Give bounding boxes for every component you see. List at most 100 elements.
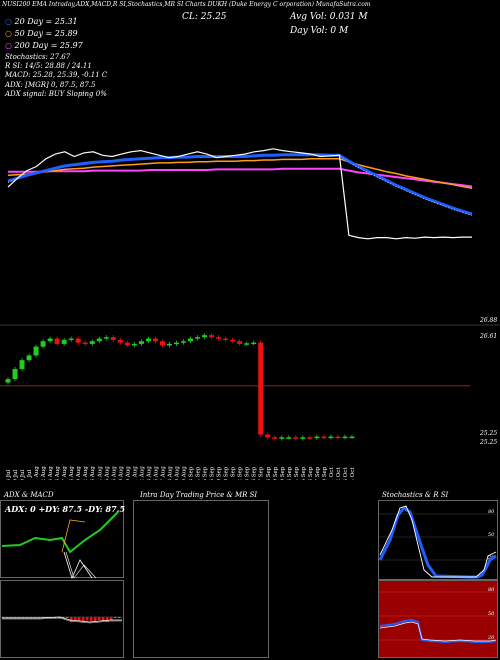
date-label: 09 Sep xyxy=(217,466,223,480)
candle-body xyxy=(103,337,109,339)
price-label-second: 26.61 xyxy=(480,333,498,340)
date-label: 27 Aug xyxy=(160,466,166,480)
macd-histogram-bar xyxy=(98,617,101,620)
date-label: 25 Sep xyxy=(301,466,307,480)
adx-panel xyxy=(0,500,124,578)
date-label: 11 Sep xyxy=(231,466,237,480)
candle-body xyxy=(12,368,18,380)
macd-histogram-bar xyxy=(38,617,41,618)
date-label: 02 Aug xyxy=(41,466,47,480)
date-label: 24 Sep xyxy=(294,466,300,480)
candle-body xyxy=(272,437,278,439)
macd-histogram-bar xyxy=(26,617,29,618)
intraday-title: Intra Day Trading Price & MR SI xyxy=(140,491,258,499)
date-label: 21 Aug xyxy=(132,466,138,480)
candle-body xyxy=(300,437,306,439)
date-label: 16 Sep xyxy=(252,466,258,480)
macd-histogram-bar xyxy=(78,617,81,621)
adx-readout: ADX: 0 +DY: 87.5 -DY: 87.5 xyxy=(5,504,126,514)
candle-body xyxy=(5,379,11,383)
date-label: 04 Sep xyxy=(196,466,202,480)
price-dotted-line xyxy=(7,148,473,216)
candle-body xyxy=(166,343,172,346)
macd-panel xyxy=(0,580,124,658)
candle-body xyxy=(279,437,285,439)
date-label: 09 Aug xyxy=(76,466,82,480)
date-label: 08 Aug xyxy=(69,466,75,480)
macd-line xyxy=(2,616,122,623)
adx-line xyxy=(1,511,119,554)
legend-ema20: ○ 20 Day = 25.31 xyxy=(5,18,78,26)
close-price: CL: 25.25 xyxy=(182,12,227,22)
candle-body xyxy=(237,341,243,344)
candle-body xyxy=(321,436,327,439)
date-label: 14 Aug xyxy=(97,466,103,480)
candle-body xyxy=(110,337,116,340)
legend-stochastics: Stochastics: 27.67 xyxy=(5,53,71,61)
rsi-tick-80: 80 xyxy=(488,587,495,593)
stoch-tick-80: 80 xyxy=(488,509,495,515)
price-label-close-2: 25.25 xyxy=(480,439,498,446)
macd-histogram-bar xyxy=(114,617,117,618)
macd-histogram-bar xyxy=(106,617,109,622)
macd-histogram-bar xyxy=(102,617,105,621)
candle-body xyxy=(96,338,102,342)
candle-body xyxy=(145,338,151,342)
candle-body xyxy=(251,342,257,345)
macd-histogram-bar xyxy=(14,617,17,618)
candle-body xyxy=(152,338,158,342)
date-label: 26 Jul xyxy=(6,470,12,480)
rsi-panel xyxy=(378,580,498,658)
date-label: 26 Aug xyxy=(153,466,159,480)
candle-body xyxy=(258,342,264,435)
date-label: 07 Aug xyxy=(62,466,68,480)
date-label: 12 Aug xyxy=(83,466,89,480)
price-chart: 26 Jul 29 Jul 30 Jul 31 Jul 01 Aug 02 Aug 05 A… xyxy=(0,148,500,480)
candle-body xyxy=(40,341,46,347)
chart-header: NUSI200 EMA Intraday,ADX,MACD,R SI,Stoch… xyxy=(2,1,371,8)
adx-signal-line xyxy=(65,551,97,579)
candle-body xyxy=(223,338,229,341)
date-label: 06 Sep xyxy=(210,466,216,480)
date-label: 16 Aug xyxy=(111,466,117,480)
candle-body xyxy=(54,338,60,344)
candle-body xyxy=(173,342,179,345)
macd-histogram-bar xyxy=(94,617,97,622)
macd-histogram-bar xyxy=(10,617,13,618)
candle-body xyxy=(293,437,299,439)
candle-body xyxy=(68,338,74,341)
rsi-tick-50: 50 xyxy=(488,611,495,617)
date-label: 30 Jul xyxy=(20,470,26,480)
legend-marker-ema200: ○ xyxy=(5,41,15,50)
macd-histogram-bar xyxy=(110,617,113,620)
candle-body xyxy=(26,355,32,361)
macd-histogram-bar xyxy=(62,617,65,618)
rsi-line xyxy=(379,618,497,644)
date-label: 01 Oct xyxy=(329,467,335,480)
date-label: 06 Aug xyxy=(55,466,61,480)
macd-histogram-bar xyxy=(118,617,121,618)
stoch-rsi-title: Stochastics & R SI xyxy=(382,491,449,499)
candle-body xyxy=(138,341,144,344)
average-volume: Avg Vol: 0.031 M xyxy=(290,12,368,22)
date-label: 29 Aug xyxy=(175,466,181,480)
legend-ema200-text: 200 Day = 25.97 xyxy=(14,41,83,50)
candle-body xyxy=(244,343,250,345)
candle-body xyxy=(286,437,292,439)
candle-body xyxy=(19,360,25,369)
date-label: 22 Aug xyxy=(139,466,145,480)
candle-body xyxy=(202,335,208,338)
macd-histogram-bar xyxy=(86,617,89,620)
candle-body xyxy=(328,436,334,439)
legend-macd: MACD: 25.28, 25.39, -0.11 C xyxy=(5,71,108,79)
candle-body xyxy=(47,338,53,342)
legend-ema50: ○ 50 Day = 25.89 xyxy=(5,30,78,38)
rsi-tick-20: 20 xyxy=(488,635,495,641)
date-label: 03 Sep xyxy=(189,466,195,480)
date-label: 20 Sep xyxy=(280,466,286,480)
date-label: 01 Aug xyxy=(34,466,40,480)
date-label: 05 Aug xyxy=(48,466,54,480)
candle-body xyxy=(349,436,355,439)
date-label: 18 Sep xyxy=(266,466,272,480)
date-label: 19 Sep xyxy=(273,466,279,480)
